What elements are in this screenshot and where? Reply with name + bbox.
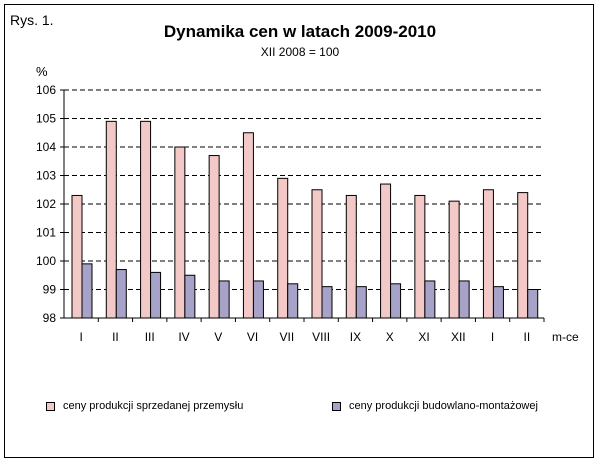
x-tick-label: II: [524, 330, 531, 344]
bar-construction: [150, 271, 162, 319]
legend-swatch-industry: [46, 401, 55, 411]
bar-construction: [390, 283, 402, 319]
bar-industry: [208, 155, 220, 319]
legend-swatch-construction: [332, 401, 341, 411]
legend-label-industry: ceny produkcji sprzedanej przemysłu: [63, 400, 244, 412]
bar-industry: [71, 194, 83, 319]
y-tick-label: 102: [36, 197, 56, 211]
bar-construction: [184, 274, 196, 319]
bar-construction: [424, 280, 436, 319]
bar-industry: [517, 192, 529, 319]
y-axis-label: %: [36, 64, 48, 79]
x-tick-label: V: [214, 330, 222, 344]
bar-industry: [105, 120, 117, 319]
y-tick-label: 103: [36, 169, 56, 183]
x-tick-label: IX: [350, 330, 361, 344]
y-tick-label: 104: [36, 140, 56, 154]
y-tick-label: 105: [36, 112, 56, 126]
y-tick-label: 99: [43, 283, 57, 297]
grid-lines: [64, 89, 544, 290]
figure-frame: [4, 4, 594, 458]
legend-label-construction: ceny produkcji budowlano-montażowej: [349, 400, 538, 412]
bar-construction: [355, 286, 367, 319]
bar-industry: [345, 194, 357, 319]
bar-construction: [252, 280, 264, 319]
bars-group: [71, 120, 539, 319]
x-tick-label: I: [491, 330, 494, 344]
bar-industry: [380, 183, 392, 319]
figure-label: Rys. 1.: [10, 12, 54, 28]
bar-construction: [492, 286, 504, 319]
x-tick-label: VII: [280, 330, 295, 344]
x-tick-label: IV: [178, 330, 189, 344]
y-ticks: 98 99 100 101 102 103 104 105 106: [36, 83, 64, 325]
x-ticks: I II III IV V VI VII VIII IX X XI XII I II: [79, 318, 545, 344]
bar-industry: [448, 200, 460, 319]
x-tick-label: III: [145, 330, 155, 344]
bar-industry: [414, 194, 426, 319]
bar-construction: [458, 280, 470, 319]
x-tick-label: VIII: [312, 330, 330, 344]
x-tick-label: I: [79, 330, 82, 344]
y-tick-label: 98: [43, 311, 57, 325]
chart-title: Dynamika cen w latach 2009-2010: [163, 22, 437, 41]
bar-construction: [81, 263, 93, 319]
bar-construction: [218, 280, 230, 319]
bar-industry: [482, 189, 494, 319]
x-tick-label: VI: [247, 330, 258, 344]
bar-industry: [242, 132, 254, 319]
bar-industry: [140, 120, 152, 319]
y-tick-label: 106: [36, 83, 56, 97]
x-axis-label: m-ce: [552, 330, 579, 344]
legend-item-industry: ceny produkcji sprzedanej przemysłu: [46, 400, 243, 412]
bar-industry: [174, 146, 186, 319]
bar-industry: [277, 177, 289, 319]
chart-subtitle: XII 2008 = 100: [260, 45, 340, 59]
x-tick-label: XI: [418, 330, 429, 344]
x-tick-label: II: [112, 330, 119, 344]
y-tick-label: 100: [36, 254, 56, 268]
bar-industry: [311, 189, 323, 319]
bar-construction: [115, 269, 127, 319]
y-tick-label: 101: [36, 226, 56, 240]
x-tick-label: X: [386, 330, 394, 344]
bar-construction: [287, 283, 299, 319]
x-tick-label: XII: [451, 330, 466, 344]
bar-construction: [321, 286, 333, 319]
bar-construction: [527, 289, 539, 319]
legend-item-construction: ceny produkcji budowlano-montażowej: [332, 400, 538, 412]
